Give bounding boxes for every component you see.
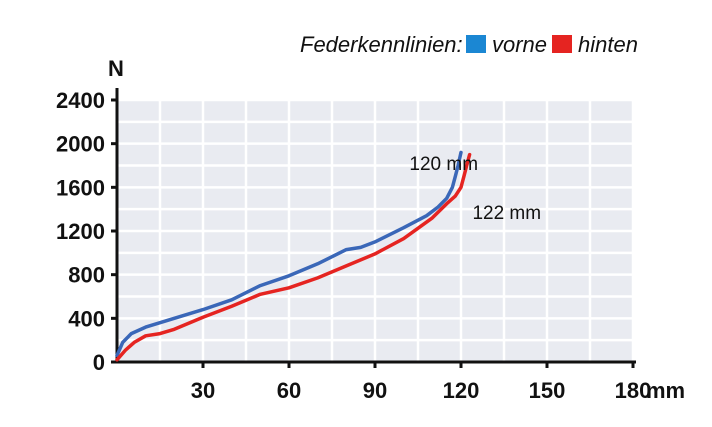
y-tick-label: 0 <box>93 350 105 375</box>
x-tick-label: 90 <box>363 378 387 403</box>
x-axis-unit-label: mm <box>646 378 685 403</box>
x-tick-label: 180 <box>615 378 652 403</box>
annotations: 120 mm 122 mm <box>409 154 541 224</box>
x-tick-label: 30 <box>191 378 215 403</box>
x-tick-label: 120 <box>443 378 480 403</box>
x-tick-label: 150 <box>529 378 566 403</box>
y-tick-label: 2400 <box>56 88 105 113</box>
x-axis-ticks: 30 60 90 120 150 180 <box>191 362 652 403</box>
annotation-label: 120 mm <box>409 154 478 175</box>
series-line-hinten <box>115 152 472 362</box>
series-group <box>115 150 472 362</box>
legend-swatch-vorne <box>466 35 486 53</box>
legend-title: Federkennlinien: <box>300 32 463 57</box>
y-tick-label: 800 <box>68 263 105 288</box>
legend-swatch-hinten <box>552 35 572 53</box>
legend: Federkennlinien: vorne hinten <box>300 32 638 57</box>
y-tick-label: 400 <box>68 306 105 331</box>
y-axis-unit-label: N <box>108 56 124 81</box>
y-tick-label: 1200 <box>56 219 105 244</box>
legend-label-hinten: hinten <box>578 32 638 57</box>
grid-horizontal <box>117 98 633 342</box>
x-tick-label: 60 <box>277 378 301 403</box>
y-tick-label: 1600 <box>56 175 105 200</box>
annotation-label: 122 mm <box>472 203 541 224</box>
y-axis-ticks: 0 400 800 1200 1600 2000 2400 <box>56 88 117 375</box>
y-tick-label: 2000 <box>56 132 105 157</box>
series-line-vorne <box>115 150 463 358</box>
legend-label-vorne: vorne <box>492 32 547 57</box>
